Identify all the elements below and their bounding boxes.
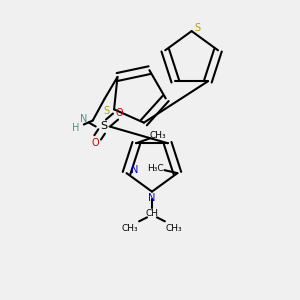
Text: N: N xyxy=(148,193,156,202)
Text: S: S xyxy=(103,106,109,116)
Text: O: O xyxy=(116,108,123,118)
Text: H₃C: H₃C xyxy=(147,164,164,173)
Text: N: N xyxy=(80,114,88,124)
Text: N: N xyxy=(131,165,138,175)
Text: CH₃: CH₃ xyxy=(150,131,166,140)
Text: H: H xyxy=(72,124,80,134)
Text: S: S xyxy=(194,23,201,33)
Text: S: S xyxy=(100,122,107,131)
Text: CH₃: CH₃ xyxy=(122,224,139,233)
Text: O: O xyxy=(92,138,100,148)
Text: CH₃: CH₃ xyxy=(166,224,182,233)
Text: CH: CH xyxy=(146,209,158,218)
